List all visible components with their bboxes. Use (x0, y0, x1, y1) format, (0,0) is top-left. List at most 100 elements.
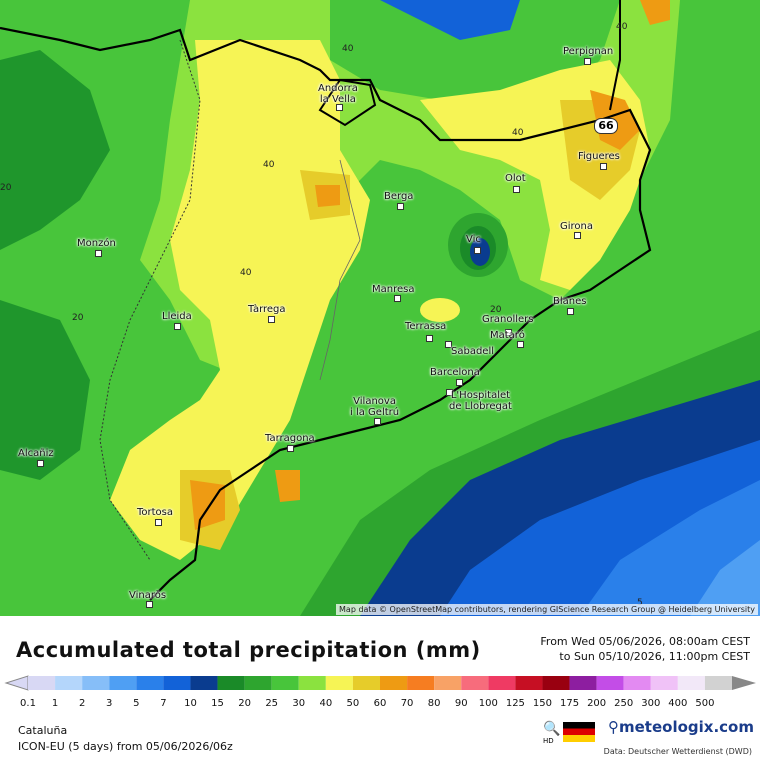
city-label: Granollers (482, 314, 534, 325)
zoom-hd-icon[interactable]: 🔍 (543, 721, 561, 737)
city-label: Olot (505, 173, 526, 184)
legend-swatch (163, 676, 191, 690)
legend-swatch (488, 676, 516, 690)
legend-swatch (650, 676, 678, 690)
legend-tick-label: 15 (211, 698, 224, 709)
legend-swatch (542, 676, 570, 690)
date-from: From Wed 05/06/2026, 08:00am CEST (540, 635, 750, 648)
hd-label: HD (543, 737, 554, 745)
legend-swatch (569, 676, 597, 690)
legend-swatch (244, 676, 272, 690)
legend-swatch (515, 676, 543, 690)
legend-tick-label: 60 (373, 698, 387, 709)
model-label: ICON-EU (5 days) from 05/06/2026/06z (18, 740, 233, 753)
legend-tick-label: 70 (400, 698, 414, 709)
city-label: Tortosa (137, 507, 174, 518)
legend-tick-label: 5 (133, 698, 140, 709)
legend-swatch (677, 676, 705, 690)
legend-tick-label: 40 (319, 698, 333, 709)
city-label: Vilanova i la Geltrú (350, 396, 400, 418)
city-label: Tàrrega (248, 304, 286, 315)
legend-swatch (407, 676, 435, 690)
data-source: Data: Deutscher Wetterdienst (DWD) (603, 747, 752, 756)
contour-label: 40 (512, 128, 524, 138)
city-label: Vic (466, 234, 481, 245)
legend-swatch (461, 676, 489, 690)
legend-swatch (109, 676, 137, 690)
city-label: Figueres (578, 151, 620, 162)
city-label: Tarragona (265, 433, 315, 444)
legend-tick-label: 1 (51, 698, 59, 709)
map-footer: Accumulated total precipitation (mm) Fro… (0, 616, 760, 760)
city-label: Vinaròs (129, 590, 167, 601)
map-title: Accumulated total precipitation (mm) (16, 638, 481, 662)
max-value-marker: 66 (594, 118, 618, 134)
legend-swatch (623, 676, 651, 690)
city-label: Berga (384, 191, 414, 202)
contour-label: 40 (240, 268, 252, 278)
legend-arrow-left (4, 675, 29, 691)
legend-tick-label: 400 (668, 698, 688, 709)
city-label: Mataró (490, 330, 525, 341)
legend-tick-label: 100 (478, 698, 498, 709)
legend-tick-label: 300 (641, 698, 661, 709)
city-label: Andorra la Vella (318, 83, 358, 105)
contour-label: 40 (616, 22, 628, 32)
contour-label: 40 (263, 160, 275, 170)
precipitation-map[interactable]: Perpignan Andorra la Vella Figueres Olot… (0, 0, 760, 616)
legend-tick-label: 125 (505, 698, 525, 709)
legend-tick-label: 10 (184, 698, 197, 709)
color-legend (4, 675, 756, 691)
legend-swatch (82, 676, 110, 690)
legend-tick-label: 20 (238, 698, 251, 709)
brand-logo[interactable]: ⚲meteologix.com (608, 718, 754, 736)
contour-label: 20 (490, 305, 502, 315)
legend-tick-label: 250 (614, 698, 634, 709)
date-to: to Sun 05/10/2026, 11:00pm CEST (559, 650, 750, 663)
city-label: Girona (560, 221, 594, 232)
legend-tick-label: 80 (427, 698, 441, 709)
legend-tick-label: 0.1 (20, 698, 36, 709)
city-label: Sabadell (451, 346, 495, 357)
city-label: L'Hospitalet de Llobregat (449, 390, 512, 412)
city-label: Alcañiz (18, 448, 54, 459)
legend-tick-label: 30 (292, 698, 306, 709)
legend-swatch (271, 676, 299, 690)
region-label: Cataluña (18, 724, 68, 737)
legend-arrow-right (732, 676, 756, 690)
legend-tick-label: 150 (532, 698, 552, 709)
contour-label: 5 (637, 598, 643, 608)
legend-swatch (434, 676, 462, 690)
legend-swatch (325, 676, 353, 690)
legend-tick-label: 2 (78, 698, 86, 709)
legend-swatch (596, 676, 624, 690)
legend-swatch (380, 676, 408, 690)
legend-tick-label: 200 (587, 698, 607, 709)
city-label: Perpignan (563, 46, 614, 57)
precipitation-field (0, 0, 760, 616)
legend-swatch (298, 676, 326, 690)
legend-swatch (217, 676, 245, 690)
legend-tick-label: 25 (265, 698, 279, 709)
city-label: Blanes (553, 296, 587, 307)
city-label: Manresa (372, 284, 415, 295)
legend-tick-label: 50 (346, 698, 360, 709)
city-label: Barcelona (430, 367, 480, 378)
legend-tick-label: 500 (695, 698, 715, 709)
germany-flag-icon (563, 722, 595, 742)
city-label: Lleida (162, 311, 192, 322)
legend-swatch (55, 676, 83, 690)
legend-tick-label: 175 (559, 698, 580, 709)
legend-tick-label: 90 (454, 698, 468, 709)
legend-tick-label: 7 (160, 698, 167, 709)
legend-tick-label: 3 (106, 698, 113, 709)
city-label: Monzón (77, 238, 116, 249)
legend-swatch (136, 676, 164, 690)
contour-label: 20 (72, 313, 84, 323)
legend-swatch (352, 676, 380, 690)
legend-swatch (704, 676, 732, 690)
contour-label: 40 (342, 44, 354, 54)
city-label: Terrassa (405, 321, 447, 332)
contour-label: 20 (0, 183, 12, 193)
map-attribution: Map data © OpenStreetMap contributors, r… (336, 604, 758, 615)
